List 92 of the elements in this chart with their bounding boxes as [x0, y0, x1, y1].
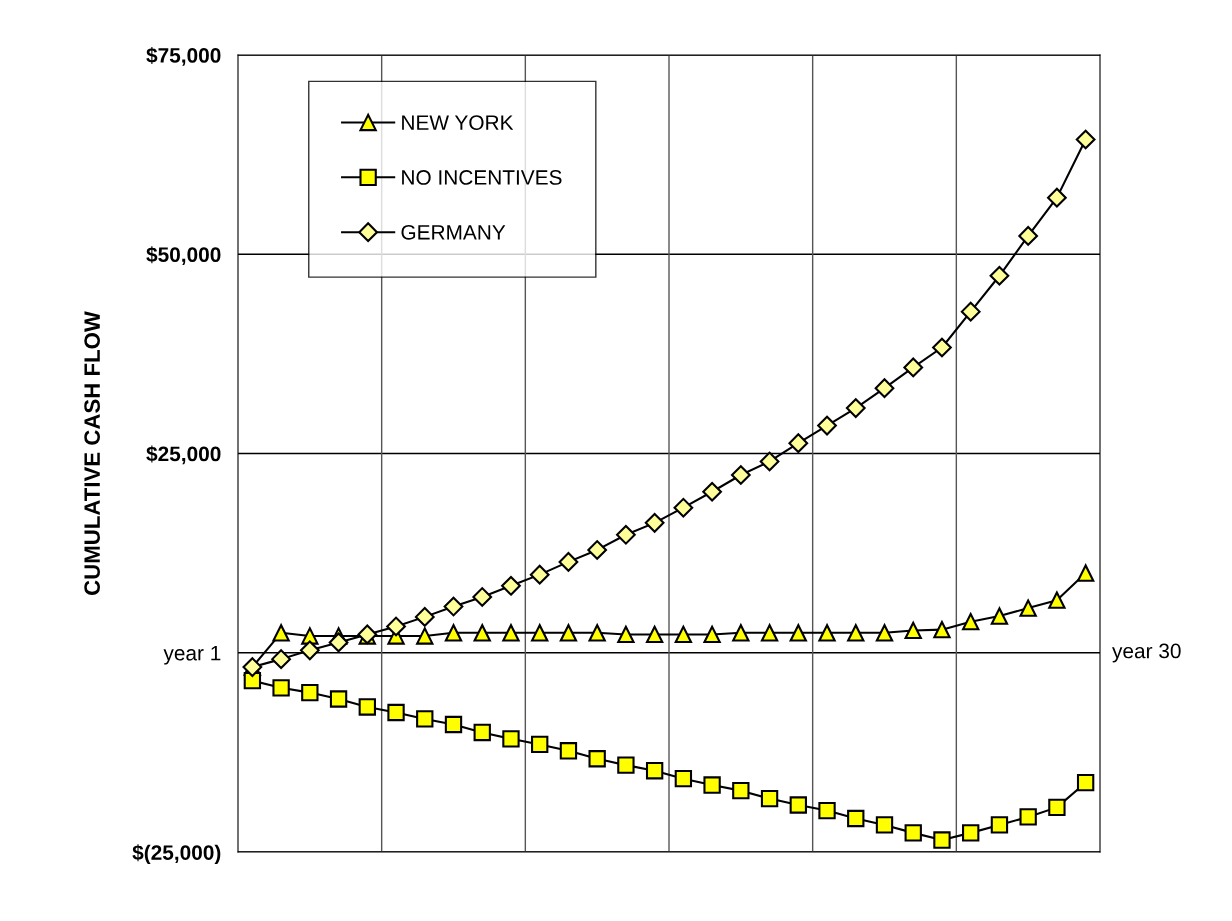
point — [301, 683, 319, 702]
point — [299, 640, 320, 661]
point — [502, 730, 520, 748]
point — [1019, 808, 1037, 826]
point — [559, 742, 578, 760]
point — [587, 540, 608, 560]
point — [328, 632, 349, 653]
point — [529, 564, 550, 585]
point — [616, 524, 636, 545]
point — [789, 796, 807, 814]
text: year 30 — [1112, 643, 1181, 663]
point — [904, 824, 922, 842]
point — [1047, 187, 1067, 208]
point — [645, 762, 664, 780]
point — [933, 620, 951, 639]
legend-label: GERMANY — [401, 224, 506, 240]
legend-label: NEW YORK — [402, 115, 514, 130]
point — [416, 627, 434, 645]
point — [674, 770, 693, 788]
point — [732, 624, 750, 642]
point — [875, 816, 894, 834]
point — [817, 415, 837, 436]
point — [789, 624, 807, 642]
point — [531, 735, 549, 754]
point — [1019, 599, 1037, 617]
point — [617, 756, 635, 774]
point — [473, 723, 491, 742]
point — [386, 616, 406, 637]
point — [558, 552, 579, 572]
point — [502, 624, 520, 642]
point — [674, 625, 693, 644]
point — [760, 624, 779, 642]
point — [874, 378, 895, 399]
point — [531, 624, 549, 642]
point — [272, 624, 290, 642]
y-tick-label: $50,000 — [146, 246, 221, 266]
point — [617, 625, 635, 644]
y-axis-title: CUMULATIVE CASH FLOW — [84, 311, 100, 595]
point — [1075, 129, 1096, 150]
point — [818, 624, 836, 642]
point — [444, 715, 463, 734]
point — [472, 587, 493, 607]
point — [673, 497, 694, 518]
point — [990, 607, 1009, 625]
point — [1018, 226, 1039, 246]
point — [962, 612, 980, 631]
point — [473, 624, 491, 642]
point — [730, 465, 751, 485]
point — [414, 607, 435, 627]
point — [645, 625, 664, 644]
point — [847, 809, 865, 828]
point — [703, 625, 721, 644]
point — [501, 575, 521, 596]
point — [329, 690, 348, 708]
point — [1048, 591, 1066, 609]
y-tick-label: $75,000 — [146, 47, 221, 66]
y-tick-label: $(25,000) — [132, 844, 221, 865]
point — [962, 824, 980, 842]
point — [932, 337, 952, 358]
y-tick-label: year 1 — [163, 645, 221, 665]
point — [990, 816, 1009, 834]
point — [358, 698, 376, 716]
point — [732, 781, 750, 800]
point — [271, 649, 291, 670]
point — [702, 481, 722, 502]
point — [875, 624, 894, 642]
point — [387, 703, 405, 722]
point — [559, 624, 578, 642]
point — [588, 624, 606, 642]
point — [1048, 798, 1066, 817]
point — [444, 624, 463, 642]
point — [989, 265, 1010, 286]
legend-label: NO INCENTIVES — [402, 170, 562, 185]
point — [845, 398, 866, 418]
point — [904, 621, 922, 640]
point — [443, 596, 464, 617]
point — [847, 624, 865, 642]
point — [1076, 564, 1095, 582]
point — [760, 789, 779, 808]
point — [416, 710, 434, 728]
point — [1076, 773, 1095, 792]
point — [933, 831, 951, 849]
y-tick-label: $25,000 — [146, 445, 221, 465]
point — [588, 750, 606, 768]
point — [818, 801, 836, 820]
point — [703, 776, 721, 794]
point — [903, 357, 924, 378]
point — [272, 679, 290, 697]
point — [759, 451, 780, 472]
point — [788, 433, 809, 454]
point — [644, 512, 665, 533]
point — [960, 301, 981, 322]
